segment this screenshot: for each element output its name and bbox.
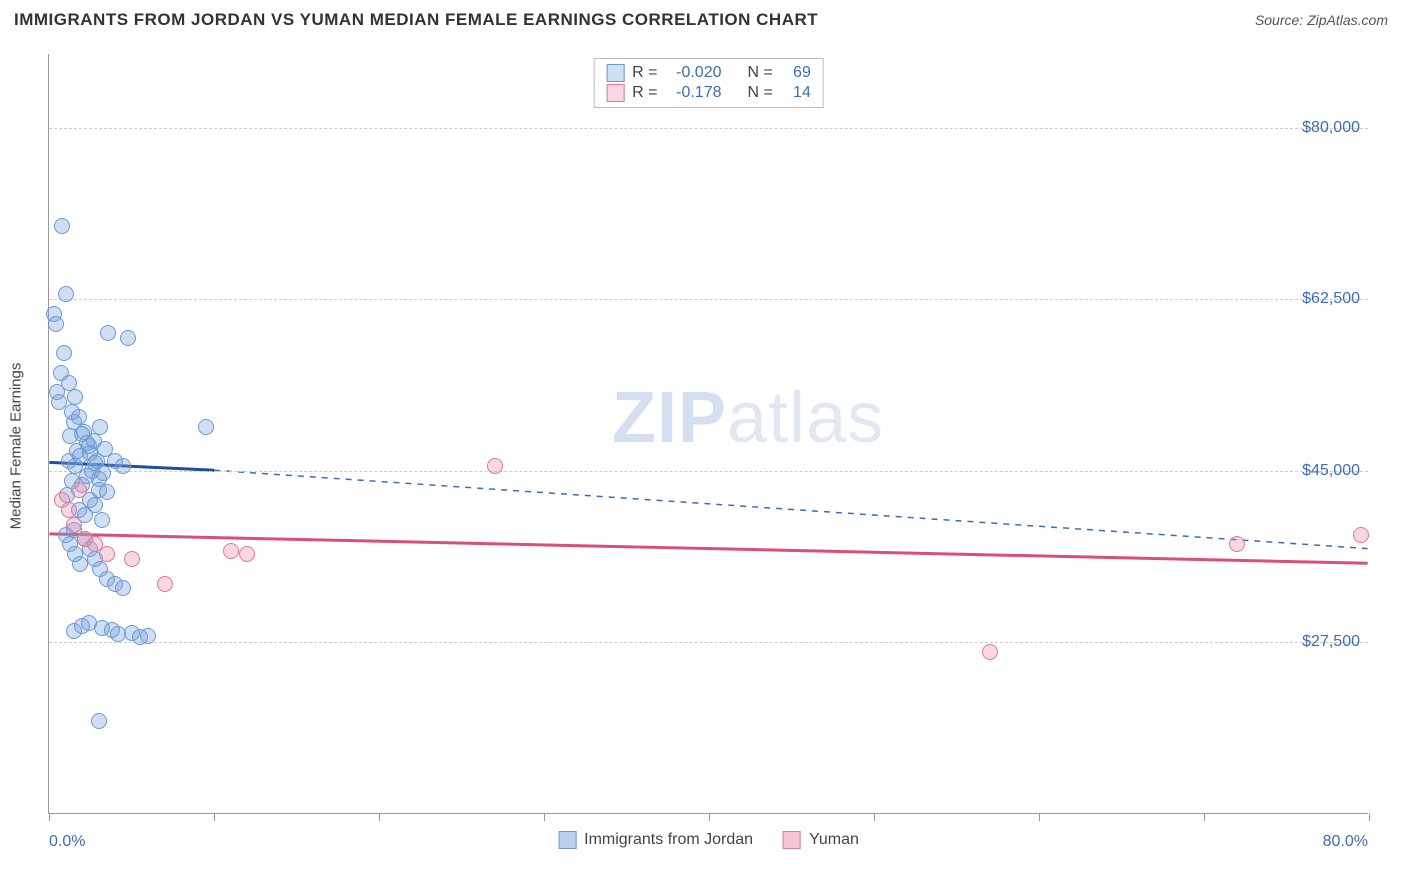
- stats-legend-box: R = -0.020 N = 69 R = -0.178 N = 14: [593, 58, 824, 108]
- x-tick: [1204, 813, 1205, 821]
- legend-item: Yuman: [783, 831, 859, 849]
- data-point: [71, 409, 87, 425]
- legend-label: Yuman: [809, 831, 859, 849]
- plot-area: ZIPatlas R =-0.020N =69R =-0.178N =14 Im…: [48, 54, 1368, 814]
- y-tick-label: $45,000: [1302, 462, 1360, 480]
- x-min-label: 0.0%: [49, 833, 85, 851]
- data-point: [487, 458, 503, 474]
- n-value: 69: [781, 64, 811, 82]
- data-point: [1229, 536, 1245, 552]
- stats-row: R = -0.020 N = 69: [606, 63, 811, 83]
- source-label: Source: ZipAtlas.com: [1255, 12, 1388, 28]
- x-max-label: 80.0%: [1323, 833, 1368, 851]
- y-tick-label: $27,500: [1302, 633, 1360, 651]
- data-point: [61, 375, 77, 391]
- x-tick: [49, 813, 50, 821]
- chart-title: IMMIGRANTS FROM JORDAN VS YUMAN MEDIAN F…: [14, 10, 818, 30]
- data-point: [198, 419, 214, 435]
- data-point: [81, 615, 97, 631]
- gridline: [49, 642, 1368, 643]
- data-point: [239, 546, 255, 562]
- trend-lines: [49, 54, 1368, 813]
- legend-item: Immigrants from Jordan: [558, 831, 753, 849]
- data-point: [67, 389, 83, 405]
- data-point: [157, 576, 173, 592]
- data-point: [54, 218, 70, 234]
- series-swatch: [606, 64, 624, 82]
- legend-swatch: [783, 831, 801, 849]
- r-label: R =: [632, 84, 657, 102]
- data-point: [91, 713, 107, 729]
- data-point: [120, 330, 136, 346]
- legend-label: Immigrants from Jordan: [584, 831, 753, 849]
- stats-row: R = -0.178 N = 14: [606, 83, 811, 103]
- data-point: [91, 471, 107, 487]
- data-point: [140, 628, 156, 644]
- data-point: [58, 286, 74, 302]
- data-point: [48, 316, 64, 332]
- data-point: [56, 345, 72, 361]
- data-point: [110, 626, 126, 642]
- n-value: 14: [781, 84, 811, 102]
- x-tick: [214, 813, 215, 821]
- x-tick: [544, 813, 545, 821]
- x-tick: [709, 813, 710, 821]
- data-point: [115, 458, 131, 474]
- n-label: N =: [748, 64, 773, 82]
- data-point: [94, 512, 110, 528]
- data-point: [61, 502, 77, 518]
- data-point: [99, 484, 115, 500]
- header: IMMIGRANTS FROM JORDAN VS YUMAN MEDIAN F…: [0, 0, 1406, 36]
- x-tick: [1039, 813, 1040, 821]
- data-point: [982, 644, 998, 660]
- data-point: [92, 419, 108, 435]
- data-point: [1353, 527, 1369, 543]
- data-point: [223, 543, 239, 559]
- x-tick: [379, 813, 380, 821]
- r-value: -0.178: [666, 84, 722, 102]
- gridline: [49, 128, 1368, 129]
- series-swatch: [606, 84, 624, 102]
- gridline: [49, 471, 1368, 472]
- data-point: [124, 551, 140, 567]
- data-point: [100, 325, 116, 341]
- data-point: [99, 546, 115, 562]
- gridline: [49, 299, 1368, 300]
- data-point: [115, 580, 131, 596]
- y-tick-label: $62,500: [1302, 290, 1360, 308]
- r-label: R =: [632, 64, 657, 82]
- data-point: [87, 455, 103, 471]
- series-legend: Immigrants from Jordan Yuman: [558, 831, 859, 849]
- y-axis-label: Median Female Earnings: [8, 363, 25, 530]
- x-tick: [1369, 813, 1370, 821]
- r-value: -0.020: [666, 64, 722, 82]
- y-tick-label: $80,000: [1302, 119, 1360, 137]
- data-point: [71, 482, 87, 498]
- data-point: [72, 556, 88, 572]
- legend-swatch: [558, 831, 576, 849]
- watermark: ZIPatlas: [612, 377, 884, 459]
- x-tick: [874, 813, 875, 821]
- data-point: [66, 517, 82, 533]
- n-label: N =: [748, 84, 773, 102]
- data-point: [87, 497, 103, 513]
